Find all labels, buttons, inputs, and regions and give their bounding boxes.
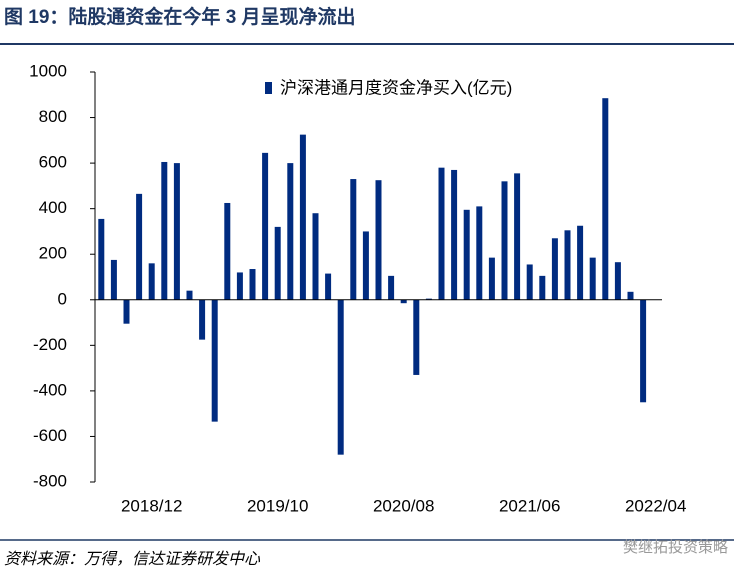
chart-title: 图 19：陆股通资金在今年 3 月呈现净流出 bbox=[4, 5, 356, 28]
bar bbox=[400, 299, 407, 304]
bar bbox=[451, 169, 458, 300]
x-tick-label: 2019/10 bbox=[247, 496, 308, 515]
legend-label: 沪深港通月度资金净买入(亿元) bbox=[280, 78, 512, 97]
bar bbox=[123, 299, 130, 324]
bar bbox=[224, 202, 231, 300]
bar bbox=[501, 181, 508, 300]
y-tick-label: 800 bbox=[39, 107, 67, 126]
y-tick-label: 0 bbox=[58, 289, 67, 308]
bar bbox=[564, 230, 571, 300]
bar bbox=[589, 257, 596, 300]
bar bbox=[438, 167, 445, 300]
bar bbox=[614, 262, 621, 300]
bar bbox=[337, 299, 344, 455]
x-tick-label: 2022/04 bbox=[625, 496, 686, 515]
y-tick-label: -200 bbox=[33, 335, 67, 354]
legend-swatch bbox=[265, 82, 272, 94]
bar bbox=[577, 225, 584, 300]
source: 资料来源：万得，信达证券研发中心 bbox=[4, 550, 261, 568]
bar bbox=[199, 299, 206, 340]
bar bbox=[173, 163, 180, 300]
bar bbox=[249, 269, 256, 300]
bar bbox=[488, 257, 495, 300]
y-tick-label: 1000 bbox=[29, 61, 67, 80]
bar bbox=[98, 218, 105, 300]
bar bbox=[325, 273, 332, 300]
bar bbox=[262, 152, 269, 300]
bar bbox=[463, 209, 470, 300]
bar bbox=[526, 264, 533, 300]
x-tick-label: 2020/08 bbox=[373, 496, 434, 515]
bar bbox=[425, 298, 432, 300]
bar bbox=[312, 213, 319, 300]
bar bbox=[350, 179, 357, 300]
bar bbox=[161, 161, 168, 300]
bar bbox=[602, 98, 609, 300]
bar bbox=[413, 299, 420, 375]
bar bbox=[211, 299, 218, 422]
y-tick-label: -600 bbox=[33, 426, 67, 445]
y-tick-label: 400 bbox=[39, 198, 67, 217]
bar bbox=[551, 238, 558, 300]
bar bbox=[640, 299, 647, 403]
bar bbox=[136, 193, 143, 300]
bar bbox=[287, 163, 294, 300]
bar bbox=[110, 259, 117, 300]
y-tick-label: -800 bbox=[33, 471, 67, 490]
bar bbox=[514, 173, 521, 300]
bar bbox=[274, 226, 281, 300]
x-tick-label: 2018/12 bbox=[121, 496, 182, 515]
watermark: 樊继拓投资策略 bbox=[623, 539, 728, 556]
bar bbox=[186, 290, 193, 300]
bar bbox=[627, 291, 634, 300]
bar bbox=[388, 275, 395, 300]
bar bbox=[299, 134, 306, 300]
y-tick-label: 200 bbox=[39, 244, 67, 263]
bar bbox=[236, 272, 243, 300]
bar bbox=[539, 275, 546, 300]
y-tick-label: -400 bbox=[33, 380, 67, 399]
x-tick-label: 2021/06 bbox=[499, 496, 560, 515]
bar bbox=[148, 263, 155, 300]
bar bbox=[375, 180, 382, 300]
bar bbox=[362, 231, 369, 300]
y-tick-label: 600 bbox=[39, 153, 67, 172]
bar bbox=[476, 206, 483, 300]
